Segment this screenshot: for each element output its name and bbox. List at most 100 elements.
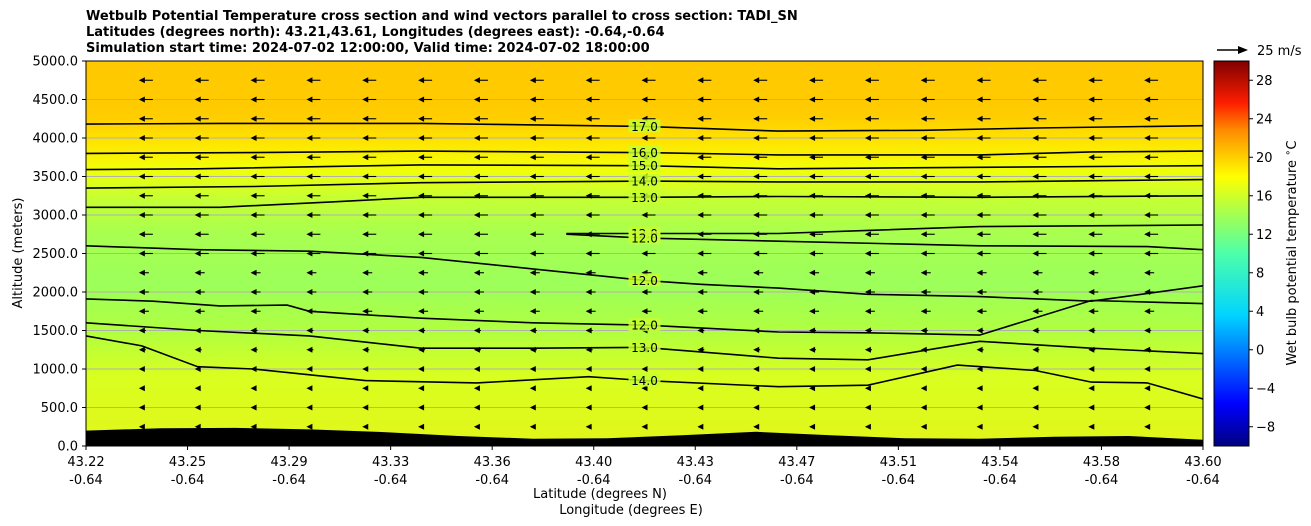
wind-vector-head xyxy=(920,404,927,411)
wind-vector-head xyxy=(194,385,201,392)
colorbar-tick-label: 4 xyxy=(1256,305,1264,320)
wind-vector-head xyxy=(1144,308,1151,315)
wind-vector-head xyxy=(362,231,369,238)
wind-vector-head xyxy=(920,77,927,84)
wind-vector-head xyxy=(306,192,313,199)
contour-label: 12.0 xyxy=(631,274,658,288)
wind-vector-head xyxy=(362,346,369,353)
wind-vector-head xyxy=(418,269,425,276)
wind-vector-head xyxy=(138,366,145,372)
wind-vector-head xyxy=(362,404,369,411)
wind-vector-head xyxy=(529,366,536,372)
wind-vector-head xyxy=(250,346,257,353)
x-tick-label-lon: -0.64 xyxy=(882,473,916,488)
wind-vector-head xyxy=(362,192,369,199)
colorbar-ticks: −8 −4 0 4 8 12 16 20 24 28 xyxy=(1249,74,1275,435)
wind-vector-head xyxy=(529,173,536,180)
wind-vector-head xyxy=(138,173,145,180)
wind-vector-head xyxy=(250,173,257,180)
contour-label-bg xyxy=(628,318,661,332)
wind-vector-head xyxy=(1032,269,1039,276)
wind-vector-head xyxy=(473,135,480,141)
titles: Wetbulb Potential Temperature cross sect… xyxy=(86,9,798,56)
wind-vector-head xyxy=(473,250,480,257)
contour-label-bg xyxy=(628,174,661,188)
wind-vector-head xyxy=(920,289,927,295)
wind-vector-head xyxy=(1088,269,1095,276)
wind-vector-head xyxy=(1144,346,1151,353)
wind-vector-head xyxy=(1144,385,1151,392)
wind-vector-head xyxy=(697,423,704,430)
wind-vector-head xyxy=(753,115,760,122)
wind-vector-head xyxy=(306,346,313,353)
wind-vector-head xyxy=(1144,404,1151,411)
wind-vector-head xyxy=(809,250,816,257)
wind-vector-head xyxy=(585,173,592,180)
wind-vector-head xyxy=(306,366,313,372)
x-tick-label-lon: -0.64 xyxy=(577,473,611,488)
wind-vector-head xyxy=(1144,154,1151,161)
wind-vector-head xyxy=(1088,154,1095,161)
wind-vector-head xyxy=(697,404,704,411)
wind-vector-head xyxy=(585,346,592,353)
wind-vector-head xyxy=(976,346,983,353)
wind-vector-head xyxy=(641,77,648,84)
contour-label: 12.0 xyxy=(631,319,658,333)
y-tick-label: 1000.0 xyxy=(33,363,79,378)
wind-vector-head xyxy=(697,77,704,84)
wind-vector-head xyxy=(418,231,425,238)
wind-vector-head xyxy=(920,231,927,238)
wind-vector-head xyxy=(418,404,425,411)
wind-vector-head xyxy=(1088,423,1095,430)
wind-vector-head xyxy=(138,212,145,218)
wind-vector-head xyxy=(1144,250,1151,257)
wind-vector-head xyxy=(138,289,145,295)
wind-vector-head xyxy=(473,173,480,180)
wind-vector-head xyxy=(864,308,871,315)
wind-vector-head xyxy=(920,115,927,122)
wind-vector-head xyxy=(306,269,313,276)
wind-vector-head xyxy=(809,289,816,295)
wind-vector-head xyxy=(976,231,983,238)
wind-vector-head xyxy=(250,366,257,372)
wind-vector-head xyxy=(809,327,816,334)
wind-vector-head xyxy=(585,96,592,103)
wind-vector-head xyxy=(362,385,369,392)
wind-vector-head xyxy=(585,423,592,430)
wind-vector-head xyxy=(250,192,257,199)
wind-vector-head xyxy=(250,269,257,276)
wind-vector-head xyxy=(697,308,704,315)
wind-vector-head xyxy=(920,192,927,199)
wind-vector-head xyxy=(585,385,592,392)
wind-vector-head xyxy=(1032,135,1039,141)
x-axis-label-lon: Longitude (degrees E) xyxy=(559,503,703,518)
wind-vector-head xyxy=(697,135,704,141)
colorbar xyxy=(1213,60,1250,447)
contour-line xyxy=(86,195,1203,209)
wind-vector-head xyxy=(418,173,425,180)
wind-vector-head xyxy=(1032,192,1039,199)
wind-vector-head xyxy=(306,77,313,84)
wind-vector-head xyxy=(138,385,145,392)
y-tick-label: 2000.0 xyxy=(33,286,79,301)
x-tick-label-lat: 43.60 xyxy=(1184,455,1221,470)
wind-vector-head xyxy=(306,423,313,430)
wind-vector-head xyxy=(138,77,145,84)
wind-vector-head xyxy=(1032,327,1039,334)
title-line-3: Simulation start time: 2024-07-02 12:00:… xyxy=(86,41,650,56)
contour-label: 15.0 xyxy=(631,159,658,173)
wind-vector-head xyxy=(585,231,592,238)
wind-vector-head xyxy=(753,173,760,180)
wind-vector-head xyxy=(697,366,704,372)
wind-vector-head xyxy=(920,308,927,315)
wind-vector-head xyxy=(418,289,425,295)
wind-vector-head xyxy=(1144,212,1151,218)
colorbar-tick-label: 0 xyxy=(1256,343,1264,358)
wind-vector-head xyxy=(418,212,425,218)
wind-vector-head xyxy=(250,231,257,238)
wind-vector-head xyxy=(585,327,592,334)
wind-vector-head xyxy=(473,385,480,392)
wind-vector-head xyxy=(418,96,425,103)
x-tick-label-lon: -0.64 xyxy=(983,473,1017,488)
wind-vector-head xyxy=(306,308,313,315)
